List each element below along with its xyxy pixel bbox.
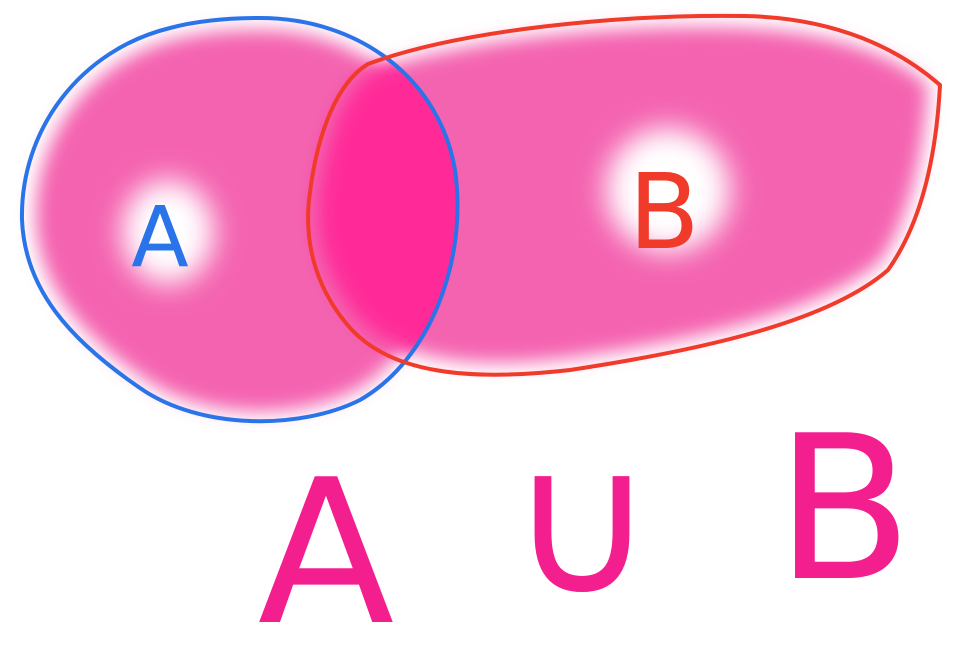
expression-right-operand: B (775, 393, 912, 626)
set-b-label: B (628, 151, 699, 273)
set-a-label-gap (122, 180, 214, 284)
expression-left-operand: A (258, 437, 395, 645)
set-b-outline (306, 13, 942, 377)
union-symbol: ∪ (509, 407, 655, 640)
set-a-outline (19, 16, 460, 424)
set-b-label-gap (606, 128, 730, 252)
union-expression: A ∪ B (258, 393, 913, 645)
set-a-label: A (131, 188, 188, 286)
